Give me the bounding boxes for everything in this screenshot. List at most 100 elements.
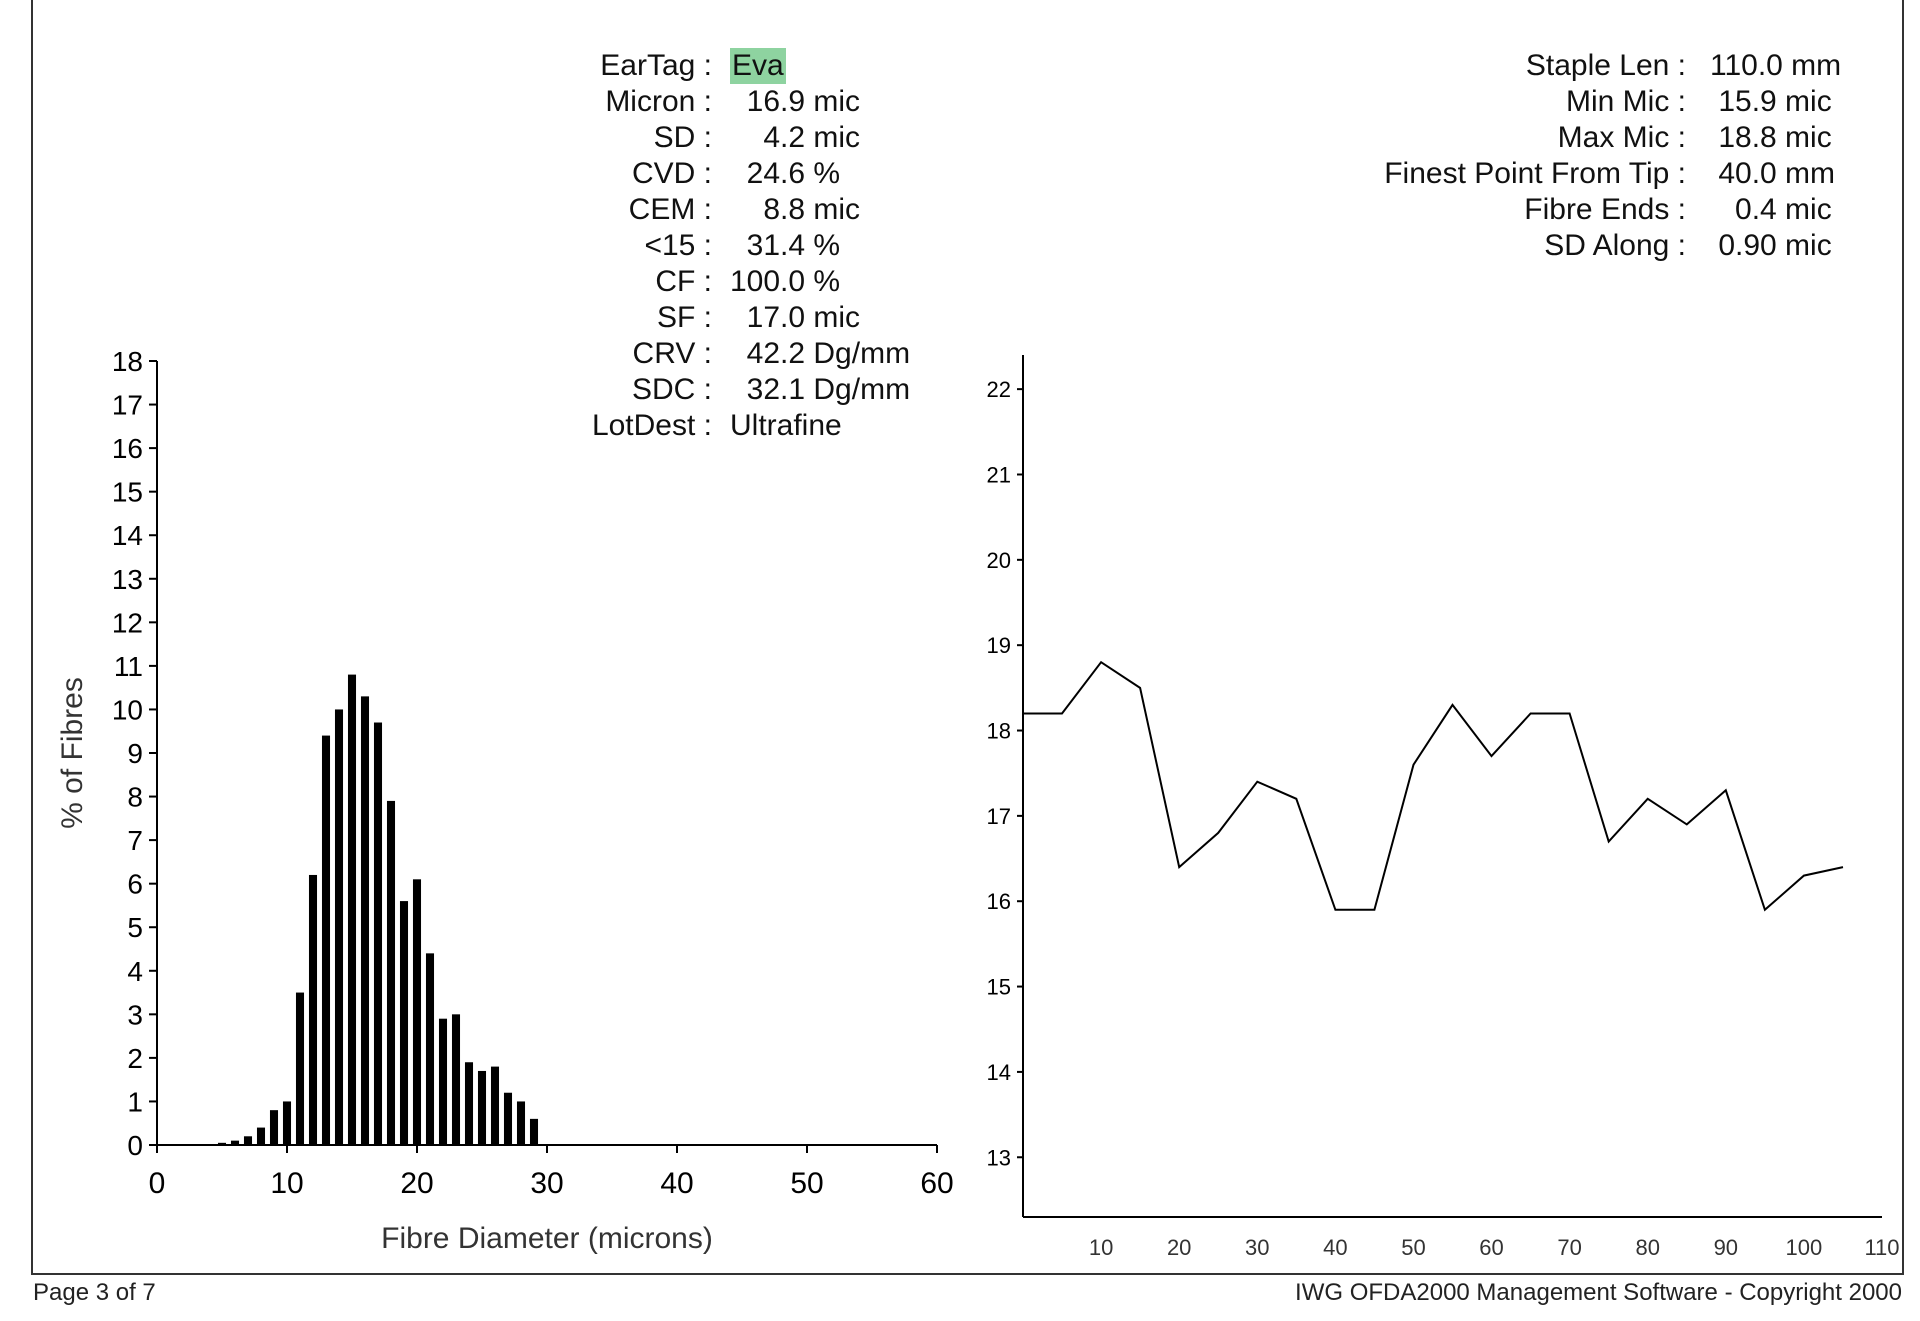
histogram-y-tick-label: 15 — [112, 477, 143, 508]
page-frame — [31, 0, 1904, 1275]
profile-y-tick-label: 13 — [987, 1145, 1011, 1170]
profile-x-tick-label: 30 — [1245, 1235, 1269, 1260]
histogram-bar — [503, 1092, 513, 1145]
stat-right-label: Finest Point From Tip : — [1384, 157, 1686, 190]
histogram-bar — [295, 992, 305, 1145]
profile-y-tick-label: 15 — [987, 975, 1011, 1000]
histogram-bar — [425, 953, 435, 1145]
stat-left-value: 4.2 mic — [730, 121, 861, 154]
stat-right-value: 110.0 mm — [1710, 49, 1842, 82]
profile-y-tick-label: 21 — [987, 462, 1011, 487]
histogram-x-tick-label: 0 — [149, 1167, 166, 1200]
profile-x-tick-label: 100 — [1786, 1235, 1823, 1260]
histogram-bar — [321, 735, 331, 1145]
stat-left-value: Ultrafine — [730, 409, 842, 442]
profile-x-tick-label: 40 — [1323, 1235, 1347, 1260]
histogram-x-tick-label: 50 — [790, 1167, 823, 1200]
profile-x-tick-label: 110 — [1864, 1235, 1899, 1260]
histogram-x-axis-title: Fibre Diameter (microns) — [381, 1222, 713, 1255]
stat-left-label: CEM : — [628, 193, 712, 226]
profile-x-tick-label: 20 — [1167, 1235, 1191, 1260]
histogram-y-axis-title: % of Fibres — [56, 677, 89, 829]
stat-right-value: 40.0 mm — [1710, 157, 1836, 190]
histogram-y-tick-label: 10 — [112, 694, 143, 725]
stat-left-label: CRV : — [632, 337, 712, 370]
histogram-y-tick-label: 17 — [112, 390, 143, 421]
histogram-bar — [334, 709, 344, 1145]
profile-series-line — [1023, 660, 1844, 912]
histogram-y-tick-label: 11 — [114, 651, 143, 682]
stat-left-value: 8.8 mic — [730, 193, 861, 226]
histogram-x-tick-label: 40 — [660, 1167, 693, 1200]
histogram-y-tick-label: 0 — [127, 1130, 143, 1161]
stat-left-value: 100.0 % — [730, 265, 841, 298]
histogram-x-tick-label: 20 — [400, 1167, 433, 1200]
stat-left-label: SDC : — [631, 373, 712, 406]
profile-y-tick-label: 20 — [987, 548, 1011, 573]
stat-left-label: SF : — [656, 301, 712, 334]
profile-x-tick-label: 90 — [1714, 1235, 1738, 1260]
histogram-bar — [386, 800, 396, 1145]
stat-right-value: 0.90 mic — [1710, 229, 1832, 262]
histogram-y-tick-label: 16 — [112, 433, 143, 464]
histogram-y-tick-label: 8 — [127, 782, 143, 813]
histogram-bar — [308, 874, 318, 1145]
profile-y-tick-label: 17 — [987, 804, 1011, 829]
profile-y-tick-label: 16 — [987, 889, 1011, 914]
histogram-bar — [230, 1140, 240, 1145]
histogram-bar — [399, 901, 409, 1145]
copyright-notice: IWG OFDA2000 Management Software - Copyr… — [1295, 1279, 1902, 1306]
histogram-y-tick-label: 14 — [112, 520, 143, 551]
histogram-bar — [451, 1014, 461, 1145]
histogram-y-tick-label: 13 — [112, 564, 143, 595]
histogram-y-tick-label: 7 — [127, 825, 143, 856]
stat-right-label: Staple Len : — [1525, 49, 1686, 82]
histogram-y-tick-label: 18 — [112, 346, 143, 377]
histogram-bar — [516, 1101, 526, 1145]
histogram-y-tick-label: 9 — [127, 738, 143, 769]
stat-right-label: Min Mic : — [1566, 85, 1686, 118]
histogram-bar — [243, 1136, 253, 1145]
profile-x-tick-label: 70 — [1557, 1235, 1581, 1260]
histogram-bar — [347, 674, 357, 1145]
profile-y-tick-label: 18 — [987, 719, 1011, 744]
histogram-y-tick-label: 4 — [127, 956, 143, 987]
stat-left-value: 32.1 Dg/mm — [730, 373, 911, 406]
stat-left-value: 24.6 % — [730, 157, 841, 190]
stat-left-label: LotDest : — [591, 409, 712, 442]
stat-left-label: CVD : — [631, 157, 712, 190]
histogram-bar — [373, 722, 383, 1145]
stat-left-label: SD : — [653, 121, 712, 154]
page-number: Page 3 of 7 — [33, 1279, 156, 1306]
profile-y-tick-label: 22 — [987, 377, 1011, 402]
histogram-bar — [282, 1101, 292, 1145]
histogram-y-tick-label: 5 — [127, 912, 143, 943]
stat-left-label: <15 : — [644, 229, 712, 262]
histogram-bar — [477, 1070, 487, 1145]
profile-x-tick-label: 50 — [1401, 1235, 1425, 1260]
stat-left-value: 42.2 Dg/mm — [730, 337, 911, 370]
histogram-bar — [412, 879, 422, 1145]
stat-right-label: SD Along : — [1544, 229, 1686, 262]
histogram-x-tick-label: 60 — [920, 1167, 953, 1200]
histogram-bar — [217, 1142, 227, 1145]
histogram-y-tick-label: 1 — [127, 1086, 143, 1117]
stat-left-label: CF : — [655, 265, 712, 298]
stat-right-value: 0.4 mic — [1710, 193, 1832, 226]
profile-x-tick-label: 80 — [1635, 1235, 1659, 1260]
stat-right-label: Max Mic : — [1557, 121, 1686, 154]
histogram-y-tick-label: 2 — [127, 1043, 143, 1074]
histogram-bar — [360, 696, 370, 1145]
histogram-y-tick-label: 6 — [127, 869, 143, 900]
profile-x-tick-label: 10 — [1089, 1235, 1113, 1260]
histogram-x-tick-label: 10 — [270, 1167, 303, 1200]
stat-left-value: Eva — [730, 48, 786, 84]
stat-right-label: Fibre Ends : — [1524, 193, 1686, 226]
profile-line-chart: 13 14 15 16 17 18 19 20 21 22 10 20 30 40 50 60 70 80 90 10… — [987, 355, 1900, 1260]
stat-left-label: EarTag : — [600, 49, 712, 82]
histogram-bar — [269, 1110, 279, 1145]
histogram-bar — [438, 1018, 448, 1145]
histogram-bar — [464, 1062, 474, 1145]
